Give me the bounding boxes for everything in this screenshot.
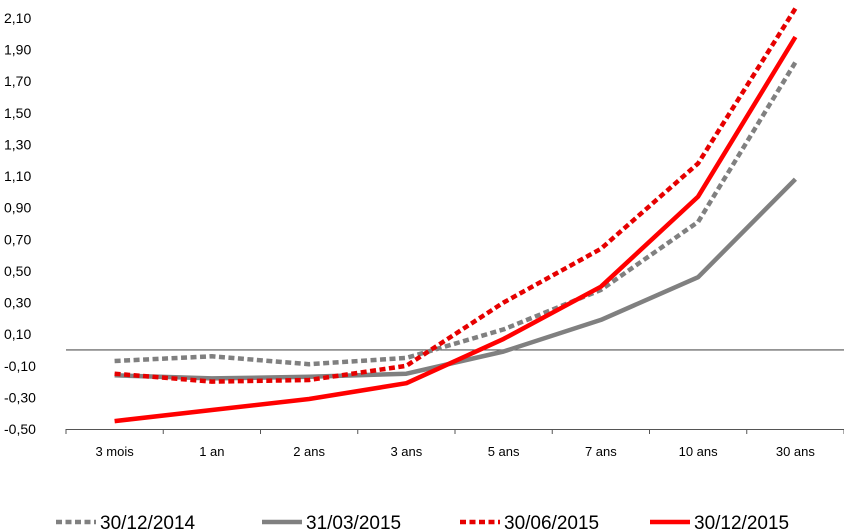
x-axis-labels: 3 mois 1 an 2 ans 3 ans 5 ans 7 ans 10 ans 30 a…: [95, 444, 815, 459]
y-tick-label: -0,10: [4, 358, 36, 374]
legend-label: 31/03/2015: [306, 513, 401, 532]
legend-label: 30/12/2014: [100, 513, 196, 532]
y-tick-label: 1,10: [4, 168, 31, 184]
x-tick-label: 2 ans: [293, 444, 325, 459]
legend-label: 30/12/2015: [694, 513, 789, 532]
legend-label: 30/06/2015: [504, 513, 599, 532]
y-tick-label: -0,50: [4, 421, 36, 437]
y-tick-label: 1,50: [4, 105, 31, 121]
x-tick-label: 3 mois: [95, 444, 134, 459]
y-tick-label: -0,30: [4, 389, 36, 405]
y-tick-label: 1,70: [4, 73, 31, 89]
series-line-1: [114, 61, 798, 367]
y-tick-label: 1,90: [4, 42, 31, 58]
series-line-2: [114, 177, 797, 381]
y-tick-label: 0,70: [4, 231, 31, 247]
y-tick-label: 0,10: [4, 326, 31, 342]
x-tick-label: 7 ans: [585, 444, 617, 459]
y-tick-label: 0,90: [4, 200, 31, 216]
x-tick-label: 10 ans: [679, 444, 719, 459]
series-line-3: [114, 7, 798, 384]
y-tick-label: 0,50: [4, 263, 31, 279]
x-tick-label: 3 ans: [390, 444, 422, 459]
y-tick-label: 0,30: [4, 295, 31, 311]
x-tick-label: 1 an: [199, 444, 224, 459]
y-tick-label: 1,30: [4, 136, 31, 152]
y-axis-labels: 2,10 1,90 1,70 1,50 1,30 1,10 0,90 0,70 0,50 0,30…: [4, 10, 36, 437]
legend: 30/12/2014 31/03/2015 30/06/2015 30/12/2015: [56, 513, 789, 532]
y-tick-label: 2,10: [4, 10, 31, 26]
plot-area: [65, 7, 844, 434]
x-tick-label: 30 ans: [776, 444, 816, 459]
x-tick-label: 5 ans: [488, 444, 520, 459]
series-line-4: [114, 35, 798, 424]
